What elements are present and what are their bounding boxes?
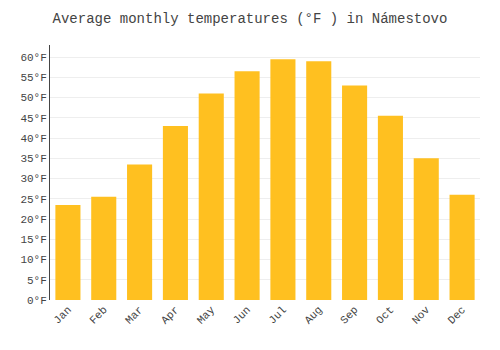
svg-text:60°F: 60°F [20,52,46,64]
svg-text:Jul: Jul [266,304,288,326]
svg-text:Average monthly temperatures (: Average monthly temperatures (°F ) in Ná… [53,11,448,27]
svg-text:Dec: Dec [446,304,468,326]
svg-text:Nov: Nov [410,304,433,327]
svg-text:50°F: 50°F [20,92,46,104]
svg-text:5°F: 5°F [27,275,47,287]
svg-text:10°F: 10°F [20,254,46,266]
svg-text:20°F: 20°F [20,214,46,226]
svg-text:55°F: 55°F [20,72,46,84]
svg-text:15°F: 15°F [20,234,46,246]
svg-text:Oct: Oct [374,304,396,326]
svg-text:Apr: Apr [159,304,181,326]
svg-text:30°F: 30°F [20,173,46,185]
svg-text:25°F: 25°F [20,194,46,206]
svg-text:35°F: 35°F [20,153,46,165]
svg-text:40°F: 40°F [20,133,46,145]
svg-text:May: May [195,304,218,327]
svg-text:Mar: Mar [123,304,145,326]
svg-text:Jan: Jan [51,304,73,326]
svg-text:0°F: 0°F [27,295,47,307]
svg-text:45°F: 45°F [20,113,46,125]
svg-text:Feb: Feb [87,304,109,326]
svg-text:Aug: Aug [302,304,324,326]
svg-text:Sep: Sep [338,304,360,326]
svg-text:Jun: Jun [231,304,253,326]
